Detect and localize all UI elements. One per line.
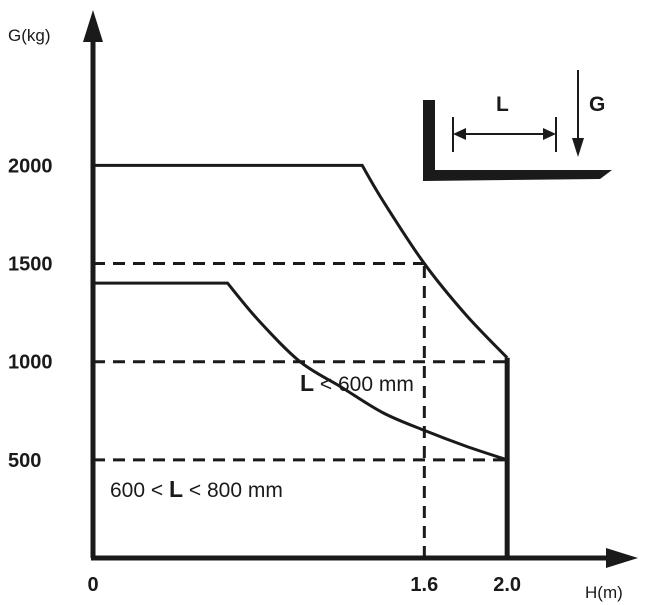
y-axis-label: G(kg) [8, 26, 51, 45]
series-label-l-under-600: L < 600 mm [300, 370, 414, 396]
load-arrow-icon [572, 138, 584, 157]
y-tick-label: 1000 [8, 352, 53, 374]
length-label: L [496, 93, 509, 116]
x-axis-arrow-icon [606, 548, 638, 568]
series-label-l-600-800: 600 < L < 800 mm [110, 476, 283, 502]
label-segment: < 600 mm [314, 373, 414, 396]
y-tick-label: 2000 [8, 155, 53, 177]
y-tick-label: 500 [8, 450, 41, 472]
length-arrow-right-icon [543, 128, 556, 140]
label-segment: L [169, 476, 183, 502]
fork-tine-shape [423, 100, 612, 181]
x-tick-label: 0 [87, 574, 98, 596]
label-segment: < 800 mm [183, 479, 283, 502]
series-curve-2 [93, 281, 508, 462]
length-arrow-left-icon [453, 128, 466, 140]
x-tick-label: 2.0 [493, 574, 521, 596]
y-axis-arrow-icon [83, 10, 103, 42]
series-curve-1 [93, 163, 509, 359]
load-diagram: L G [423, 70, 612, 181]
y-tick-label: 1500 [8, 254, 53, 276]
load-label: G [589, 93, 605, 116]
x-tick-label: 1.6 [410, 574, 438, 596]
x-axis-label: H(m) [585, 583, 623, 602]
label-segment: L [300, 370, 314, 396]
label-segment: 600 < [110, 479, 169, 502]
